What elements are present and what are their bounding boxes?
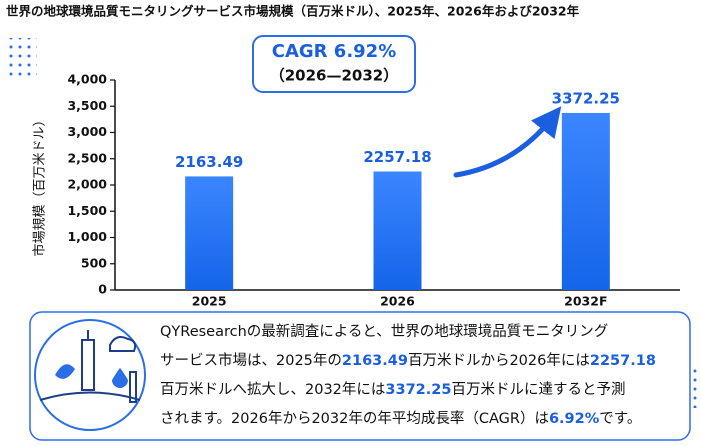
y-tick-label: 2,500 bbox=[67, 150, 107, 165]
summary-segment: です。 bbox=[599, 411, 642, 427]
x-tick-label: 2025 bbox=[192, 294, 227, 309]
decor-dots bbox=[5, 38, 37, 78]
y-tick-label: 4,000 bbox=[67, 72, 107, 87]
bar bbox=[185, 176, 234, 290]
summary-line: 百万米ドルへ拡大し、2032年には3372.25百万米ドルに達すると予測 bbox=[160, 376, 680, 405]
cagr-period: （2026—2032） bbox=[270, 67, 399, 85]
value-label: 2163.49 bbox=[175, 153, 243, 171]
growth-arrow bbox=[453, 106, 562, 178]
summary-segment: 百万米ドルから2026年には bbox=[407, 353, 590, 369]
y-tick-label: 2,000 bbox=[67, 177, 107, 192]
highlight-number: 2257.18 bbox=[589, 353, 656, 369]
y-tick-label: 1,000 bbox=[67, 229, 107, 244]
summary-segment: QYResearchの最新調査によると、世界の地球環境品質モニタリング bbox=[160, 324, 609, 340]
summary-icon bbox=[34, 319, 146, 431]
y-tick-label: 3,500 bbox=[67, 98, 107, 113]
y-tick-label: 3,000 bbox=[67, 124, 107, 139]
summary-line: サービス市場は、2025年の2163.49百万米ドルから2026年には2257.… bbox=[160, 347, 680, 376]
chart-title: 世界の地球環境品質モニタリングサービス市場規模（百万米ドル）、2025年、202… bbox=[6, 4, 580, 19]
value-label: 3372.25 bbox=[552, 89, 620, 107]
y-axis-label: 市場規模（百万米ドル） bbox=[32, 113, 48, 256]
summary-segment: サービス市場は、2025年の bbox=[160, 353, 342, 369]
bar bbox=[373, 171, 422, 290]
summary-line: されます。2026年から2032年の年平均成長率（CAGR）は6.92%です。 bbox=[160, 405, 680, 434]
y-tick-label: 1,500 bbox=[67, 203, 107, 218]
x-tick-label: 2026 bbox=[380, 294, 415, 309]
y-tick-label: 500 bbox=[81, 255, 107, 270]
bar bbox=[561, 112, 610, 290]
summary-segment: されます。2026年から2032年の年平均成長率（CAGR）は bbox=[160, 411, 549, 427]
highlight-number: 6.92% bbox=[548, 411, 600, 427]
x-tick-label: 2032F bbox=[564, 294, 607, 309]
summary-text: QYResearchの最新調査によると、世界の地球環境品質モニタリング サービス市… bbox=[160, 318, 680, 434]
cagr-box bbox=[252, 35, 416, 93]
highlight-number: 2163.49 bbox=[341, 353, 408, 369]
cagr-text: CAGR 6.92% bbox=[272, 41, 397, 62]
highlight-number: 3372.25 bbox=[385, 382, 452, 398]
summary-segment: 百万米ドルへ拡大し、2032年には bbox=[160, 382, 386, 398]
y-tick-label: 0 bbox=[98, 282, 107, 297]
summary-segment: 百万米ドルに達すると予測 bbox=[451, 382, 626, 398]
summary-line: QYResearchの最新調査によると、世界の地球環境品質モニタリング bbox=[160, 318, 680, 347]
summary-box bbox=[29, 311, 691, 441]
value-label: 2257.18 bbox=[363, 148, 431, 166]
